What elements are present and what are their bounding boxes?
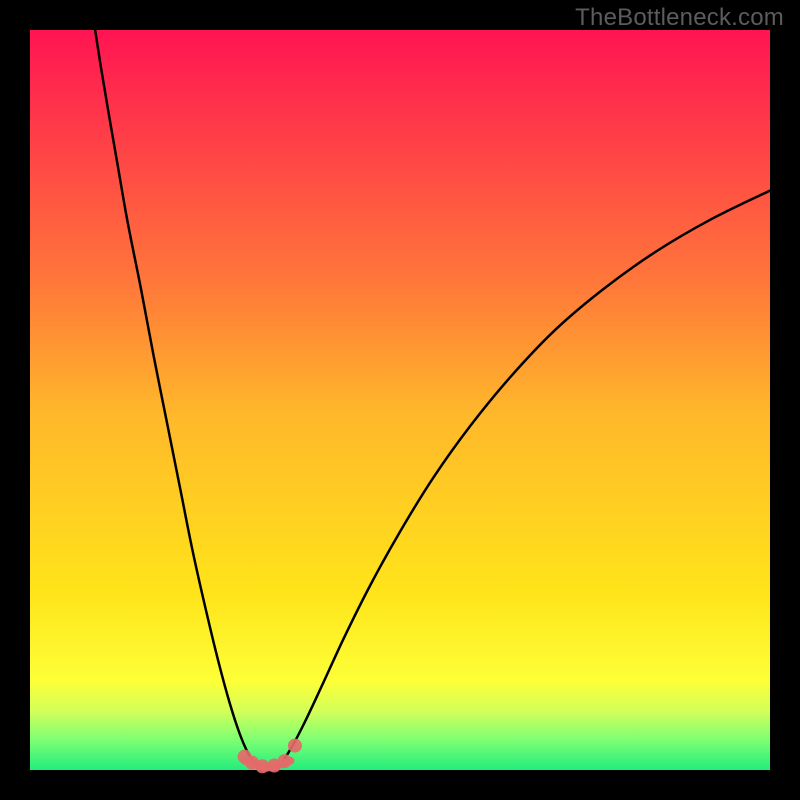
valley-dot (278, 754, 292, 768)
chart-frame: TheBottleneck.com (0, 0, 800, 800)
valley-dot (288, 739, 302, 753)
chart-gradient-bg (30, 30, 770, 770)
watermark-label: TheBottleneck.com (575, 4, 784, 32)
bottleneck-chart (0, 0, 800, 800)
